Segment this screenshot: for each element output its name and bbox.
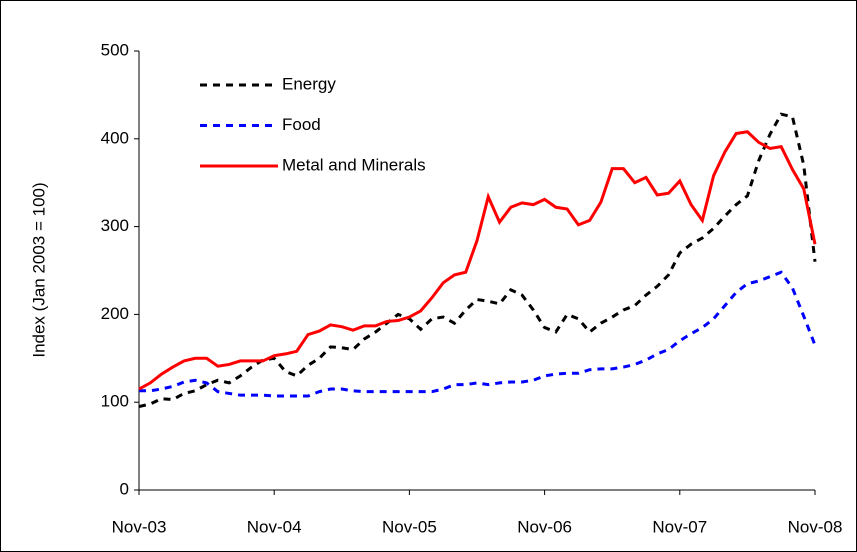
series-line xyxy=(138,130,817,391)
y-tick-label: 400 xyxy=(101,128,129,147)
y-axis-label: Index (Jan 2003 = 100) xyxy=(29,182,48,357)
x-tick-label: Nov-07 xyxy=(652,517,707,536)
x-tick-label: Nov-06 xyxy=(517,517,572,536)
x-tick-label: Nov-08 xyxy=(788,517,843,536)
legend-label: Energy xyxy=(282,74,336,93)
series-line xyxy=(138,112,817,409)
y-tick-label: 500 xyxy=(101,40,129,59)
x-tick-label: Nov-03 xyxy=(112,517,167,536)
y-tick-label: 100 xyxy=(101,392,129,411)
series-line xyxy=(139,270,817,398)
legend-label: Food xyxy=(282,115,321,134)
y-tick-label: 200 xyxy=(101,304,129,323)
x-tick-label: Nov-05 xyxy=(382,517,437,536)
y-tick-label: 300 xyxy=(101,216,129,235)
legend-label: Metal and Minerals xyxy=(282,155,426,174)
y-tick-label: 0 xyxy=(120,479,129,498)
x-tick-label: Nov-04 xyxy=(247,517,302,536)
